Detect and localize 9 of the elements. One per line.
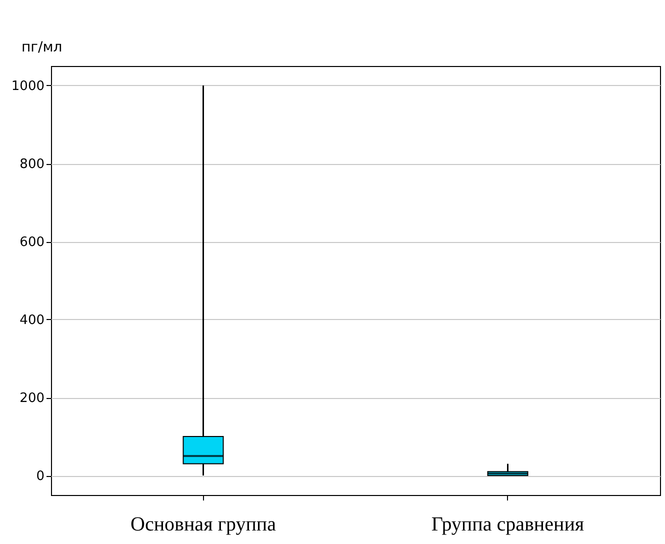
y-tick-label: 800 [20,157,44,172]
y-tick-label: 200 [20,391,44,406]
y-tick-label: 400 [20,313,44,328]
y-tick-label: 600 [20,235,44,250]
x-tick-label: Основная группа [130,514,276,536]
y-axis-title: пг/мл [22,40,62,56]
x-tick-label: Группа сравнения [431,514,584,536]
y-tick-label: 0 [36,469,44,484]
y-tick-label: 1000 [11,79,44,94]
